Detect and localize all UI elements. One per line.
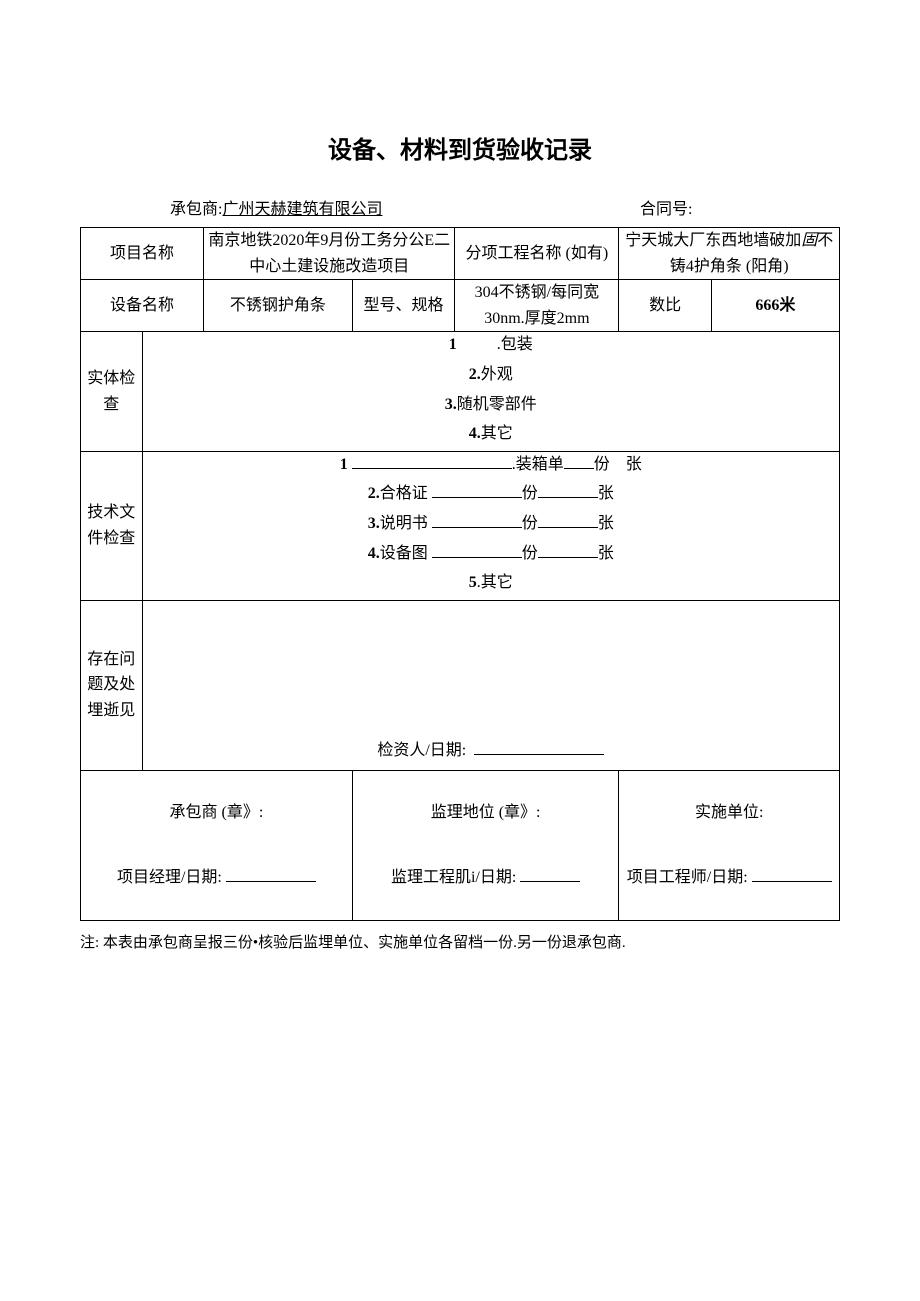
footnote: 注: 本表由承包商呈报三份•核验后监埋单位、实施单位各留档一份.另一份退承包商.: [80, 931, 840, 952]
doc-check-content: 1 .装箱单份 张 2.合格证 份张 3.说明书 份张 4.设备图 份张 5.其…: [142, 451, 839, 600]
model-value: 304不锈钢/每同宽30nm.厚度2mm: [455, 280, 619, 332]
signature-contractor: 承包商 (章》: 项目经理/日期:: [81, 770, 353, 920]
physical-check-label: 实体检查: [81, 332, 143, 451]
contractor-label: 承包商:: [170, 195, 222, 219]
qty-value: 666米: [711, 280, 839, 332]
qty-label: 数比: [619, 280, 711, 332]
main-table: 项目名称 南京地铁2020年9月份工务分公E二中心土建设施改造项目 分项工程名称…: [80, 227, 840, 921]
page-title: 设备、材料到货验收记录: [80, 130, 840, 165]
physical-check-content: 1 .包装 2.2.外观外观 3.随机零部件 4.其它: [142, 332, 839, 451]
contractor-name: 广州天赫建筑有限公司: [222, 195, 382, 219]
equipment-name-label: 设备名称: [81, 280, 204, 332]
project-name-label: 项目名称: [81, 228, 204, 280]
signature-implementer: 实施单位: 项目工程师/日期:: [619, 770, 840, 920]
problem-content: 检资人/日期:: [142, 600, 839, 770]
signature-supervisor: 监理地位 (章》: 监理工程肌i/日期:: [352, 770, 619, 920]
project-name-value: 南京地铁2020年9月份工务分公E二中心土建设施改造项目: [204, 228, 455, 280]
contract-no-label: 合同号:: [640, 201, 692, 218]
subproject-label: 分项工程名称 (如有): [455, 228, 619, 280]
inspector-label: 检资人/日期:: [377, 742, 466, 759]
model-label: 型号、规格: [352, 280, 455, 332]
header-row: 承包商: 广州天赫建筑有限公司 合同号:: [80, 195, 840, 219]
problem-label: 存在问题及处埋逝见: [81, 600, 143, 770]
doc-check-label: 技术文件检查: [81, 451, 143, 600]
equipment-name-value: 不锈钢护角条: [204, 280, 353, 332]
subproject-value: 宁天城大厂东西地墙破加固不铸4护角条 (阳角): [619, 228, 840, 280]
